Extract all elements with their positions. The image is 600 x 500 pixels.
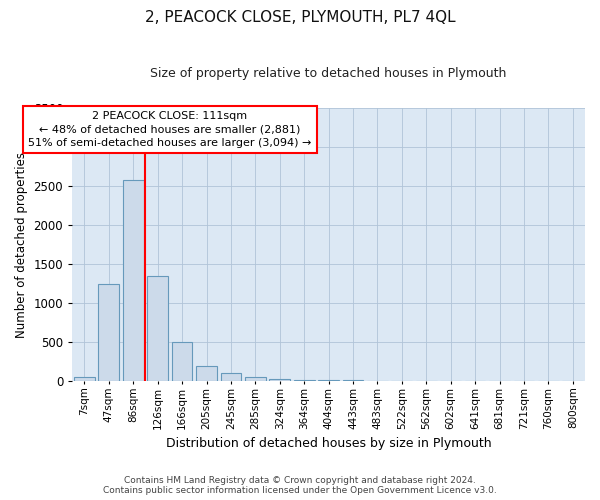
Text: Contains HM Land Registry data © Crown copyright and database right 2024.
Contai: Contains HM Land Registry data © Crown c… [103,476,497,495]
Bar [221,373,241,381]
Bar [74,377,95,381]
Title: Size of property relative to detached houses in Plymouth: Size of property relative to detached ho… [151,68,507,80]
Bar [343,380,364,381]
Bar [98,284,119,381]
Bar [147,276,168,381]
Bar [245,377,266,381]
Bar [318,380,339,381]
X-axis label: Distribution of detached houses by size in Plymouth: Distribution of detached houses by size … [166,437,491,450]
Y-axis label: Number of detached properties: Number of detached properties [15,152,28,338]
Bar [123,180,143,381]
Text: 2, PEACOCK CLOSE, PLYMOUTH, PL7 4QL: 2, PEACOCK CLOSE, PLYMOUTH, PL7 4QL [145,10,455,25]
Bar [294,380,314,381]
Bar [172,342,193,381]
Bar [196,366,217,381]
Bar [269,378,290,381]
Text: 2 PEACOCK CLOSE: 111sqm
← 48% of detached houses are smaller (2,881)
51% of semi: 2 PEACOCK CLOSE: 111sqm ← 48% of detache… [28,111,311,148]
